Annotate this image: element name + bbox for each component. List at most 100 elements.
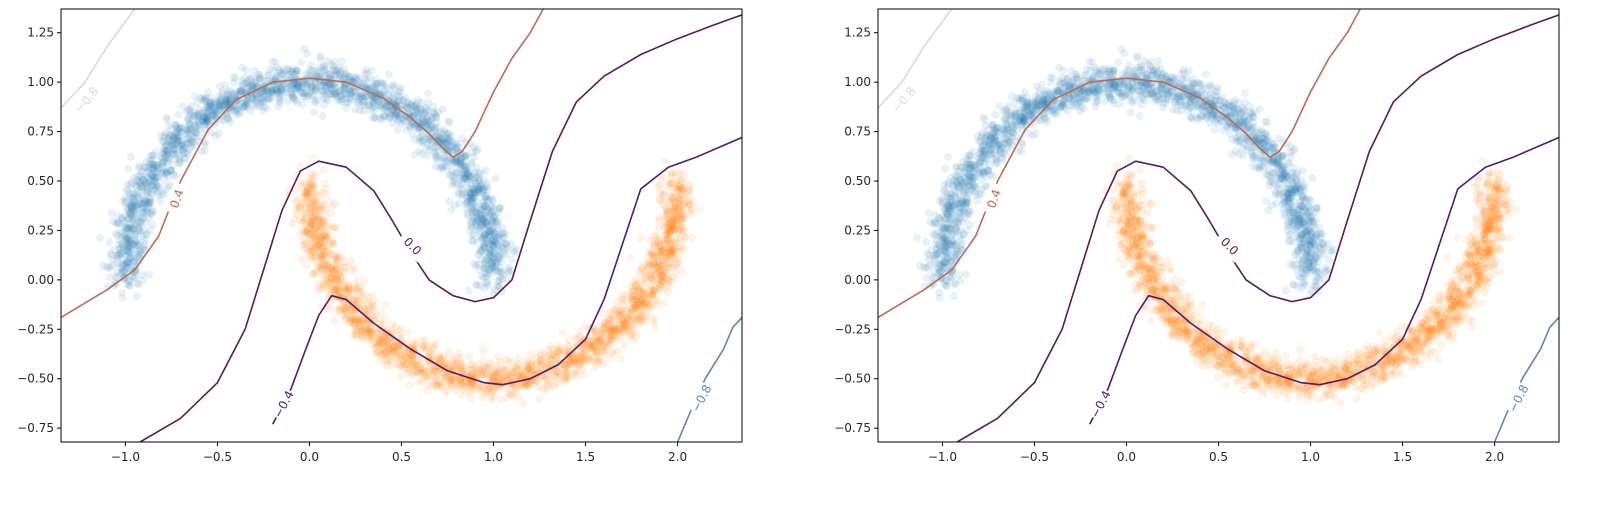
scatter-point bbox=[158, 149, 167, 158]
scatter-point bbox=[112, 219, 121, 228]
scatter-point bbox=[461, 138, 470, 147]
scatter-point bbox=[146, 151, 155, 160]
scatter-point bbox=[488, 237, 497, 246]
scatter-point bbox=[122, 237, 131, 246]
scatter-point bbox=[475, 213, 484, 222]
scatter-point bbox=[489, 212, 497, 221]
scatter-point bbox=[450, 139, 459, 148]
scatter-point bbox=[141, 163, 149, 171]
scatter-point bbox=[209, 111, 218, 120]
scatter-point bbox=[128, 194, 137, 203]
scatter-point bbox=[527, 350, 536, 358]
scatter-point bbox=[172, 135, 181, 144]
scatter-series bbox=[96, 44, 521, 302]
scatter-point bbox=[127, 178, 136, 187]
scatter-point bbox=[275, 98, 284, 107]
scatter-point bbox=[462, 198, 471, 207]
y-tick-label: −0.50 bbox=[17, 372, 54, 386]
scatter-point bbox=[207, 111, 216, 120]
scatter-point bbox=[458, 189, 467, 198]
scatter-point bbox=[259, 102, 268, 111]
scatter-point bbox=[136, 217, 145, 225]
plot-panel-left: −0.80.40.0−0.4 −0.8−1.0 −0.5 0.0 0.5 1.0 1.5 2.… bbox=[17, 8, 743, 464]
scatter-point bbox=[460, 174, 469, 183]
scatter-point bbox=[178, 142, 187, 150]
scatter-point bbox=[148, 207, 157, 216]
scatter-point bbox=[477, 255, 486, 264]
scatter-point bbox=[140, 226, 148, 235]
scatter-point bbox=[128, 198, 137, 207]
scatter-point bbox=[308, 82, 317, 91]
scatter-point bbox=[480, 240, 489, 249]
scatter-point bbox=[184, 150, 193, 159]
scatter-point bbox=[437, 137, 446, 146]
scatter-point bbox=[466, 190, 475, 198]
scatter-point bbox=[371, 98, 379, 107]
scatter-point bbox=[1201, 70, 1210, 79]
scatter-point bbox=[491, 211, 500, 220]
scatter-point bbox=[248, 81, 256, 90]
scatter-point bbox=[148, 176, 157, 185]
scatter-point bbox=[495, 283, 504, 292]
scatter-point bbox=[164, 149, 173, 158]
scatter-point bbox=[487, 259, 496, 268]
scatter-point bbox=[215, 101, 224, 110]
scatter-point bbox=[194, 105, 203, 114]
scatter-point bbox=[368, 340, 376, 349]
scatter-point bbox=[130, 202, 139, 211]
scatter-point bbox=[172, 139, 181, 147]
scatter-point bbox=[129, 216, 137, 225]
scatter-point bbox=[375, 114, 384, 122]
scatter-point bbox=[164, 133, 173, 142]
scatter-point bbox=[118, 214, 127, 223]
scatter-point bbox=[132, 279, 141, 288]
scatter-point bbox=[291, 84, 300, 93]
scatter-point bbox=[268, 83, 277, 92]
scatter-point bbox=[497, 287, 506, 296]
scatter-point bbox=[480, 261, 489, 270]
scatter-point bbox=[371, 113, 380, 122]
contour-label-group: −0.4 bbox=[269, 387, 298, 422]
scatter-point bbox=[320, 179, 329, 188]
scatter-point bbox=[320, 63, 328, 72]
scatter-point bbox=[475, 210, 484, 219]
scatter-point bbox=[601, 346, 610, 355]
scatter-point bbox=[124, 277, 133, 286]
scatter-point bbox=[334, 96, 343, 105]
scatter-point bbox=[430, 148, 439, 157]
scatter-point bbox=[454, 190, 463, 199]
scatter-point bbox=[246, 75, 255, 84]
scatter-point bbox=[330, 84, 338, 93]
scatter-point bbox=[119, 262, 128, 271]
scatter-point bbox=[371, 102, 380, 111]
scatter-point bbox=[492, 282, 501, 291]
scatter-point bbox=[206, 98, 215, 107]
scatter-point bbox=[472, 261, 481, 270]
scatter-point bbox=[351, 105, 360, 114]
scatter-point bbox=[123, 233, 132, 242]
scatter-point bbox=[160, 153, 169, 162]
scatter-point bbox=[104, 264, 113, 272]
scatter-point bbox=[126, 242, 135, 251]
scatter-point bbox=[494, 243, 503, 252]
scatter-point bbox=[331, 82, 340, 91]
scatter-point bbox=[130, 215, 139, 224]
scatter-point bbox=[177, 123, 186, 132]
scatter-point bbox=[176, 159, 185, 167]
scatter-point bbox=[162, 169, 171, 178]
scatter-point bbox=[671, 211, 680, 220]
scatter-point bbox=[242, 96, 251, 105]
scatter-point bbox=[391, 100, 400, 109]
scatter-point bbox=[352, 72, 361, 81]
scatter-point bbox=[341, 89, 350, 98]
scatter-point bbox=[171, 121, 180, 129]
scatter-point bbox=[487, 202, 496, 211]
scatter-point bbox=[414, 122, 423, 131]
scatter-point bbox=[426, 141, 435, 150]
scatter-point bbox=[401, 93, 410, 102]
scatter-point bbox=[465, 188, 474, 197]
scatter-point bbox=[457, 361, 466, 370]
scatter-point bbox=[427, 123, 436, 131]
scatter-point bbox=[487, 260, 496, 269]
scatter-point bbox=[402, 113, 411, 121]
